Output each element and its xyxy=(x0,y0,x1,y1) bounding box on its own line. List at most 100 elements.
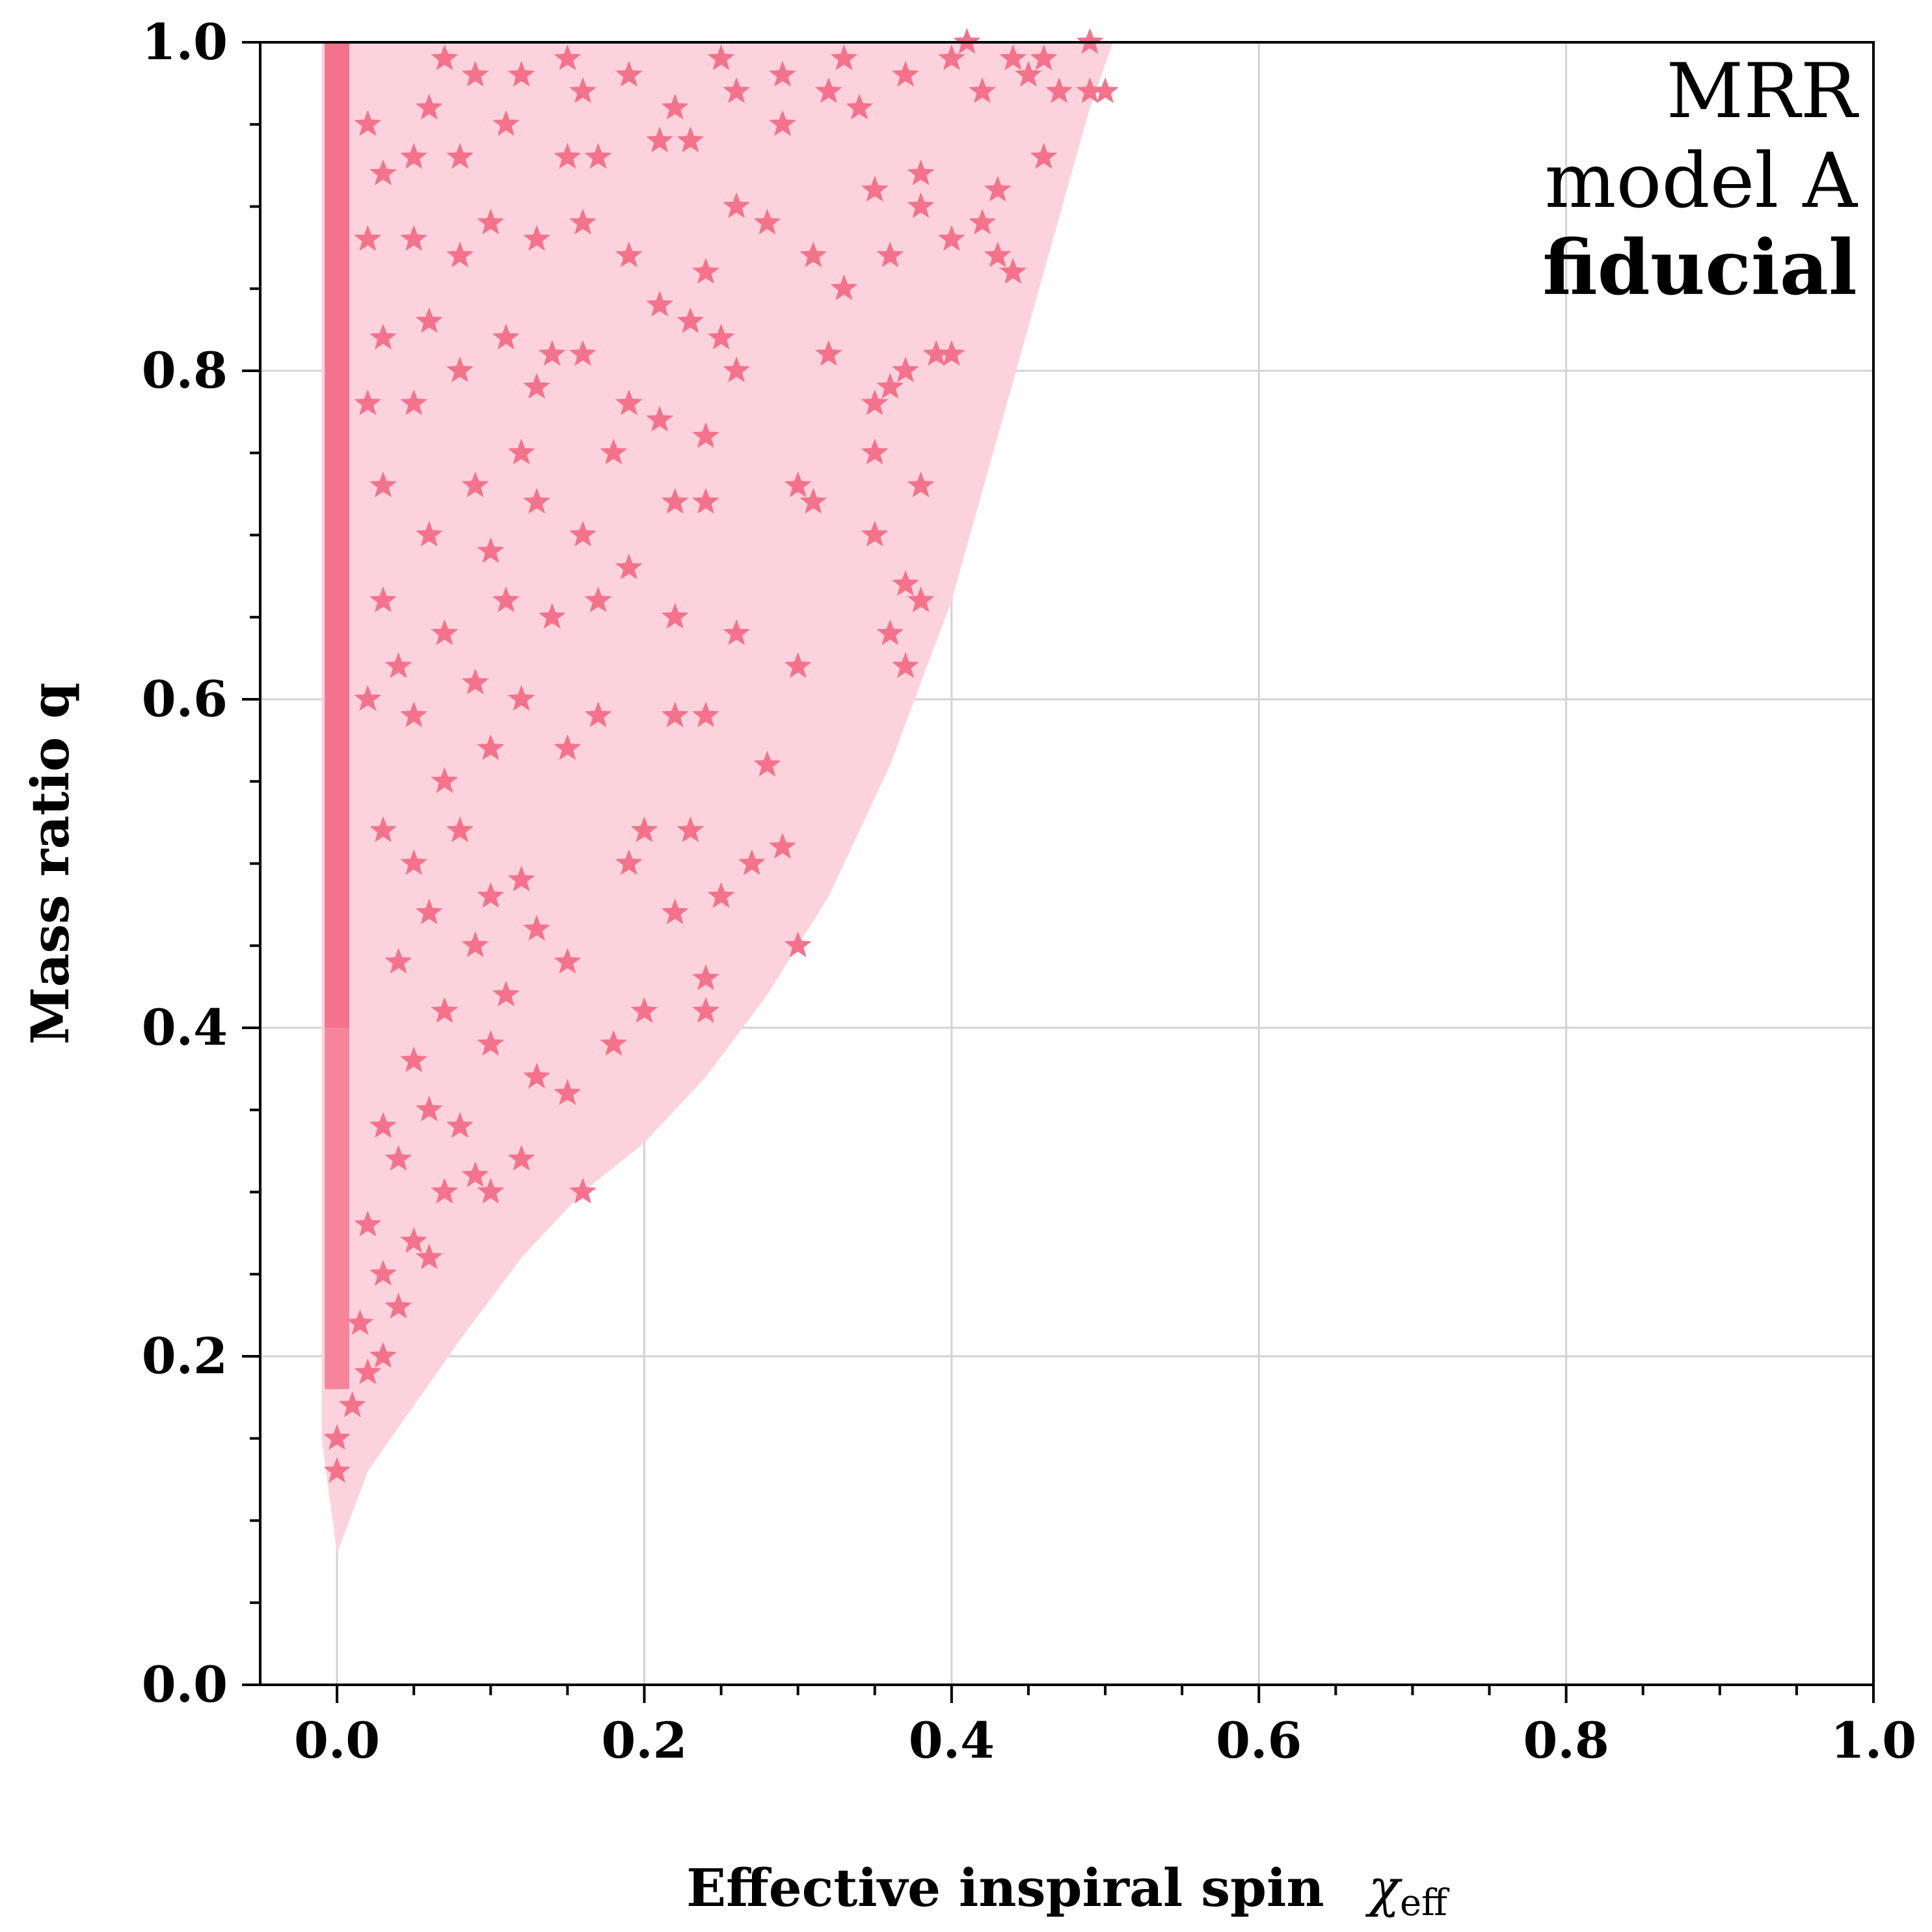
star-point xyxy=(753,208,781,235)
star-point xyxy=(615,241,643,267)
star-point xyxy=(477,537,505,563)
star-markers xyxy=(323,28,1119,1483)
region-area xyxy=(321,42,1113,1553)
star-point xyxy=(354,389,382,416)
star-point xyxy=(937,340,965,366)
star-point xyxy=(461,60,489,87)
star-point xyxy=(461,471,489,498)
star-point xyxy=(369,1112,397,1138)
star-point xyxy=(431,44,459,70)
star-point xyxy=(569,520,597,547)
star-point xyxy=(969,208,996,235)
star-point xyxy=(600,438,628,464)
star-point xyxy=(400,225,428,251)
star-point xyxy=(692,258,719,284)
star-point xyxy=(446,356,474,382)
star-point xyxy=(692,422,719,448)
x-axis-ticks: 0.0 0.2 0.4 0.6 0.8 1.0 xyxy=(294,1685,1916,1769)
star-point xyxy=(415,520,443,547)
x-tick-label: 0.6 xyxy=(1216,1711,1302,1769)
star-point xyxy=(907,471,935,498)
star-point xyxy=(354,1211,382,1237)
star-point xyxy=(554,948,582,974)
star-point xyxy=(415,1095,443,1121)
star-point xyxy=(1092,77,1119,103)
star-point xyxy=(815,340,842,366)
star-point xyxy=(661,488,689,514)
x-tick-label: 0.8 xyxy=(1523,1711,1609,1769)
star-point xyxy=(554,1079,582,1105)
y-tick-label: 0.2 xyxy=(142,1327,228,1385)
star-point xyxy=(523,915,551,941)
star-point xyxy=(554,142,582,169)
star-point xyxy=(692,701,719,727)
star-point xyxy=(999,258,1027,284)
star-point xyxy=(584,701,612,727)
star-point xyxy=(400,701,428,727)
star-point xyxy=(492,586,520,613)
star-point xyxy=(646,291,673,317)
zero-spin-strip xyxy=(325,42,349,1389)
star-point xyxy=(400,142,428,169)
star-point xyxy=(830,274,858,301)
star-point xyxy=(661,602,689,629)
star-point xyxy=(907,192,935,219)
star-point xyxy=(784,471,812,498)
star-point xyxy=(876,619,904,645)
star-point xyxy=(507,438,535,464)
star-point xyxy=(646,405,673,432)
star-point xyxy=(769,833,796,859)
star-point xyxy=(723,619,751,645)
star-point xyxy=(346,1309,374,1335)
star-point xyxy=(615,60,643,87)
star-point xyxy=(723,192,751,219)
star-point xyxy=(538,602,566,629)
star-point xyxy=(1076,28,1104,54)
star-point xyxy=(937,225,965,251)
star-point xyxy=(784,652,812,678)
y-axis-label: Mass ratio q xyxy=(20,682,81,1045)
star-point xyxy=(492,323,520,350)
annotation-mrr: MRR xyxy=(1667,47,1860,135)
star-point xyxy=(523,225,551,251)
star-point xyxy=(415,898,443,924)
star-point xyxy=(369,159,397,185)
star-point xyxy=(477,208,505,235)
star-point xyxy=(507,1145,535,1171)
star-point xyxy=(861,520,889,547)
star-point xyxy=(646,126,673,153)
star-point xyxy=(677,126,704,153)
star-point xyxy=(354,1358,382,1384)
star-point xyxy=(431,619,459,645)
star-point xyxy=(707,323,735,350)
zero-spin-strip-dense xyxy=(325,42,349,1028)
star-point xyxy=(446,816,474,842)
star-point xyxy=(507,60,535,87)
star-point xyxy=(477,734,505,760)
x-axis-label-text: Effective inspiral spin xyxy=(686,1857,1324,1918)
star-point xyxy=(661,898,689,924)
star-point xyxy=(446,1112,474,1138)
star-point xyxy=(584,142,612,169)
star-point xyxy=(738,849,766,876)
star-point xyxy=(369,1342,397,1368)
star-point xyxy=(769,60,796,87)
star-point xyxy=(523,1062,551,1089)
star-point xyxy=(554,734,582,760)
star-point xyxy=(922,340,950,366)
star-point xyxy=(523,373,551,399)
star-point xyxy=(769,110,796,136)
star-point xyxy=(477,1030,505,1056)
star-point xyxy=(507,685,535,711)
y-axis-ticks: 0.0 0.2 0.4 0.6 0.8 1.0 xyxy=(142,13,260,1713)
star-point xyxy=(830,44,858,70)
star-point xyxy=(461,668,489,695)
star-point xyxy=(492,110,520,136)
star-point xyxy=(723,77,751,103)
star-point xyxy=(431,767,459,793)
population-region xyxy=(321,42,1113,1553)
x-axis-label-subscript: eff xyxy=(1400,1882,1450,1924)
star-point xyxy=(415,1243,443,1270)
star-point xyxy=(431,997,459,1023)
star-point xyxy=(554,44,582,70)
